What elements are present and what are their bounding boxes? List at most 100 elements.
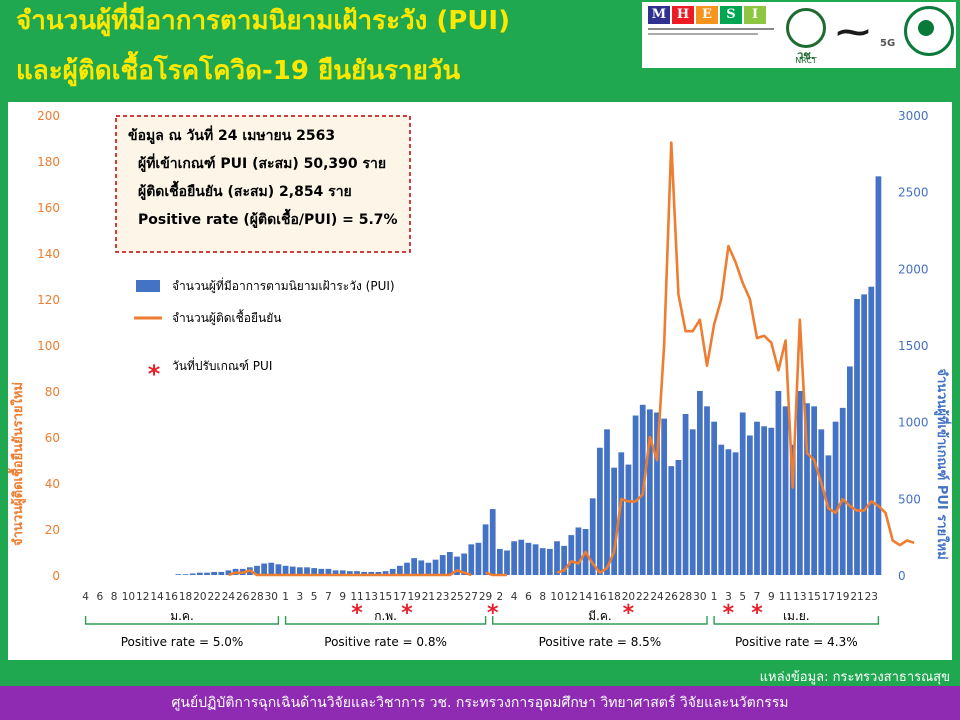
x-tick-label: 25 bbox=[450, 591, 463, 603]
legend-star-label: วันที่ปรับเกณฑ์ PUI bbox=[172, 357, 272, 373]
right-axis-label: จำนวนผู้ที่เข้าเกณฑ์ PUI รายใหม่ bbox=[934, 368, 952, 559]
x-tick-label: 17 bbox=[822, 591, 835, 603]
pui-bar bbox=[525, 542, 532, 575]
pui-bar bbox=[596, 447, 603, 575]
pui-bar bbox=[725, 449, 732, 575]
x-tick-label: 1 bbox=[282, 591, 289, 603]
pui-bar bbox=[668, 466, 675, 575]
x-tick-label: 2 bbox=[497, 591, 504, 603]
pui-bar bbox=[775, 391, 782, 575]
positive-rate-label: Positive rate = 0.8% bbox=[324, 635, 447, 649]
pui-bar bbox=[389, 568, 396, 575]
pui-bar bbox=[289, 566, 296, 575]
pui-bar bbox=[754, 421, 760, 575]
pui-bar bbox=[511, 541, 518, 575]
pui-bar bbox=[254, 565, 260, 575]
info-box bbox=[115, 115, 411, 253]
pui-bar bbox=[361, 571, 368, 575]
pui-bar bbox=[846, 366, 853, 575]
nrct-logo-sub: NRCT bbox=[795, 56, 817, 65]
pui-adjustment-star-icon: * bbox=[401, 601, 413, 626]
pui-bar bbox=[261, 563, 268, 575]
pui-bar bbox=[568, 535, 575, 575]
legend-line-label: จำนวนผู้ติดเชื้อยืนยัน bbox=[172, 309, 281, 326]
x-tick-label: 3 bbox=[297, 591, 304, 603]
x-tick-label: 5 bbox=[739, 591, 746, 603]
pui-bar bbox=[868, 286, 875, 575]
right-y-tick-label: 3000 bbox=[898, 109, 929, 123]
x-tick-label: 30 bbox=[265, 591, 278, 603]
left-y-tick-label: 180 bbox=[37, 155, 60, 169]
pui-bar bbox=[354, 571, 360, 575]
chart-panel: 0 20 40 60 80 100 120 140 160 180 200 0 500 1000 1500… bbox=[7, 102, 952, 660]
pui-bar bbox=[875, 176, 882, 575]
pui-bar bbox=[732, 452, 739, 575]
month-bracket bbox=[713, 616, 880, 625]
x-tick-label: 4 bbox=[82, 591, 89, 603]
pui-bar bbox=[311, 568, 318, 575]
pui-bar bbox=[475, 542, 482, 575]
pui-bar bbox=[854, 299, 860, 575]
pui-bar bbox=[832, 421, 839, 575]
pui-bar bbox=[554, 541, 560, 575]
pui-bar bbox=[482, 524, 489, 575]
month-bracket bbox=[84, 616, 280, 625]
pui-bar bbox=[782, 406, 789, 575]
pui-bar bbox=[418, 560, 425, 575]
pui-adjustment-star-icon: * bbox=[751, 601, 763, 626]
month-bracket bbox=[492, 616, 708, 625]
month-label: เม.ย. bbox=[783, 609, 810, 623]
pui-bar bbox=[739, 412, 746, 575]
x-tick-label: 16 bbox=[593, 591, 607, 603]
pui-adjustment-star-icon: * bbox=[351, 601, 363, 626]
x-tick-label: 6 bbox=[525, 591, 532, 603]
pui-bar bbox=[204, 572, 210, 575]
pui-bar bbox=[796, 391, 803, 575]
pui-bar bbox=[468, 544, 475, 575]
x-tick-label: 13 bbox=[365, 591, 378, 603]
pui-bar bbox=[761, 426, 768, 575]
x-tick-label: 30 bbox=[693, 591, 706, 603]
pui-bar bbox=[454, 556, 460, 575]
x-tick-label: 13 bbox=[793, 591, 806, 603]
pui-bar bbox=[861, 294, 868, 575]
pui-bar bbox=[296, 567, 303, 575]
pui-bar bbox=[182, 574, 189, 575]
left-y-tick-label: 80 bbox=[45, 385, 60, 399]
x-tick-label: 28 bbox=[679, 591, 692, 603]
pui-bar bbox=[496, 548, 503, 575]
x-tick-label: 11 bbox=[350, 591, 363, 603]
pui-bar bbox=[718, 444, 725, 575]
pui-bar bbox=[368, 571, 375, 575]
x-tick-label: 9 bbox=[339, 591, 346, 603]
x-tick-label: 6 bbox=[97, 591, 104, 603]
x-tick-label: 19 bbox=[407, 591, 420, 603]
pui-bar bbox=[682, 414, 689, 575]
x-tick-label: 3 bbox=[725, 591, 732, 603]
confirmed-cases-line bbox=[485, 571, 507, 577]
pui-bar bbox=[675, 460, 682, 575]
x-tick-label: 1 bbox=[711, 591, 718, 603]
pui-bar bbox=[704, 406, 710, 575]
positive-rate-label: Positive rate = 4.3% bbox=[735, 635, 858, 649]
x-tick-label: 15 bbox=[379, 591, 392, 603]
x-tick-label: 7 bbox=[754, 591, 761, 603]
right-y-tick-label: 0 bbox=[898, 569, 906, 583]
pui-bar bbox=[625, 464, 632, 575]
title-line-2: และผู้ติดเชื้อโรคโควิด-19 ยืนยันรายวัน bbox=[16, 56, 461, 86]
pui-bar bbox=[646, 409, 653, 575]
partner-logos: วช. NRCT ⁓ 5G bbox=[780, 2, 956, 68]
x-tick-label: 5 bbox=[311, 591, 318, 603]
pui-bar bbox=[404, 562, 410, 575]
mhesi-letter: E bbox=[696, 6, 718, 24]
x-tick-label: 18 bbox=[607, 591, 620, 603]
pui-bar bbox=[461, 553, 468, 575]
pui-bar bbox=[661, 418, 668, 575]
x-tick-label: 21 bbox=[850, 591, 863, 603]
x-tick-label: 18 bbox=[179, 591, 192, 603]
left-y-tick-label: 100 bbox=[37, 339, 60, 353]
pui-bar bbox=[589, 498, 596, 575]
pui-bar bbox=[275, 564, 282, 575]
pui-adjustment-star-icon: * bbox=[623, 601, 635, 626]
